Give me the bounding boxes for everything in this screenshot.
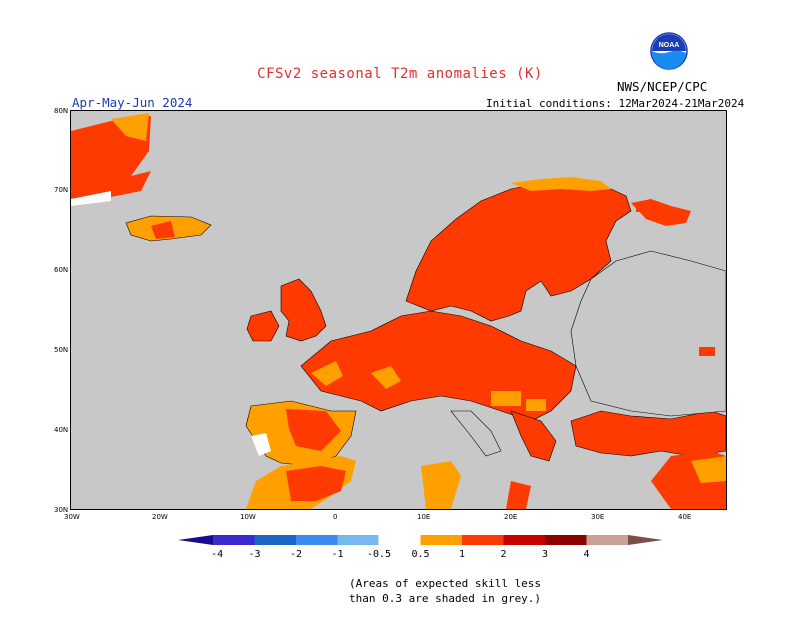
footnote-line-2: than 0.3 are shaded in grey.)	[349, 592, 542, 605]
lat-label-40n: 40N	[54, 426, 69, 434]
colorbar-segment	[337, 535, 379, 545]
colorbar-segment	[545, 535, 587, 545]
colorbar-tick-label: 3	[542, 549, 548, 560]
lat-label-80n: 80N	[54, 107, 69, 115]
continental-europe-anomaly	[300, 310, 577, 422]
scandinavia-anomaly	[405, 177, 691, 322]
map-svg	[71, 111, 726, 509]
southern-europe-anomaly	[450, 399, 557, 462]
colorbar-tick-label: -4	[211, 549, 223, 560]
anomaly-map	[70, 110, 727, 510]
colorbar-segment	[503, 535, 545, 545]
colorbar-tick-label: 0.5	[411, 549, 429, 560]
colorbar: -4 -3 -2 -1 -0.5 0.5 1 2 3 4	[178, 534, 663, 560]
colorbar-tick-label: 1	[459, 549, 465, 560]
lat-label-60n: 60N	[54, 266, 69, 274]
footnote-line-1: (Areas of expected skill less	[349, 577, 542, 590]
lon-label-40e: 40E	[678, 513, 692, 521]
eastern-europe-grey	[570, 250, 726, 417]
colorbar-tick-label: -1	[331, 549, 343, 560]
colorbar-left-arrow	[178, 535, 213, 545]
chart-title: CFSv2 seasonal T2m anomalies (K)	[257, 66, 543, 82]
lon-label-30e: 30E	[591, 513, 605, 521]
colorbar-segment	[420, 535, 462, 545]
lon-label-30w: 30W	[64, 513, 80, 521]
british-isles-anomaly	[246, 278, 327, 342]
north-africa-anomaly	[246, 456, 531, 509]
lon-label-0: 0	[333, 513, 338, 521]
colorbar-segment	[254, 535, 296, 545]
lon-label-10e: 10E	[417, 513, 431, 521]
colorbar-segment	[462, 535, 504, 545]
eastern-anomaly-cells	[541, 203, 715, 356]
colorbar-segment	[213, 535, 255, 545]
colorbar-segment	[378, 534, 421, 546]
iceland-anomaly	[125, 215, 212, 242]
colorbar-segment	[296, 535, 338, 545]
colorbar-tick-label: -0.5	[367, 549, 391, 560]
initial-conditions: Initial conditions: 12Mar2024-21Mar2024	[486, 97, 745, 110]
turkey-anomaly	[570, 410, 726, 509]
lat-label-70n: 70N	[54, 186, 69, 194]
colorbar-right-arrow	[628, 535, 663, 545]
noaa-logo: NOAA	[650, 32, 688, 70]
iberia-anomaly	[245, 400, 357, 467]
colorbar-tick-label: 2	[500, 549, 506, 560]
colorbar-segments	[178, 534, 663, 546]
colorbar-tick-label: -3	[248, 549, 260, 560]
lon-label-20e: 20E	[504, 513, 518, 521]
skill-footnote: (Areas of expected skill less than 0.3 a…	[349, 576, 541, 606]
lon-label-10w: 10W	[240, 513, 256, 521]
logo-text: NOAA	[659, 42, 680, 49]
colorbar-tick-label: 4	[583, 549, 589, 560]
lat-label-50n: 50N	[54, 346, 69, 354]
colorbar-labels: -4 -3 -2 -1 -0.5 0.5 1 2 3 4	[211, 549, 589, 560]
lat-label-30n: 30N	[54, 506, 69, 514]
colorbar-segment	[586, 535, 628, 545]
lon-label-20w: 20W	[152, 513, 168, 521]
colorbar-tick-label: -2	[290, 549, 302, 560]
forecast-period: Apr-May-Jun 2024	[72, 95, 193, 110]
agency-label: NWS/NCEP/CPC	[617, 79, 708, 94]
greenland-anomaly	[71, 113, 151, 206]
